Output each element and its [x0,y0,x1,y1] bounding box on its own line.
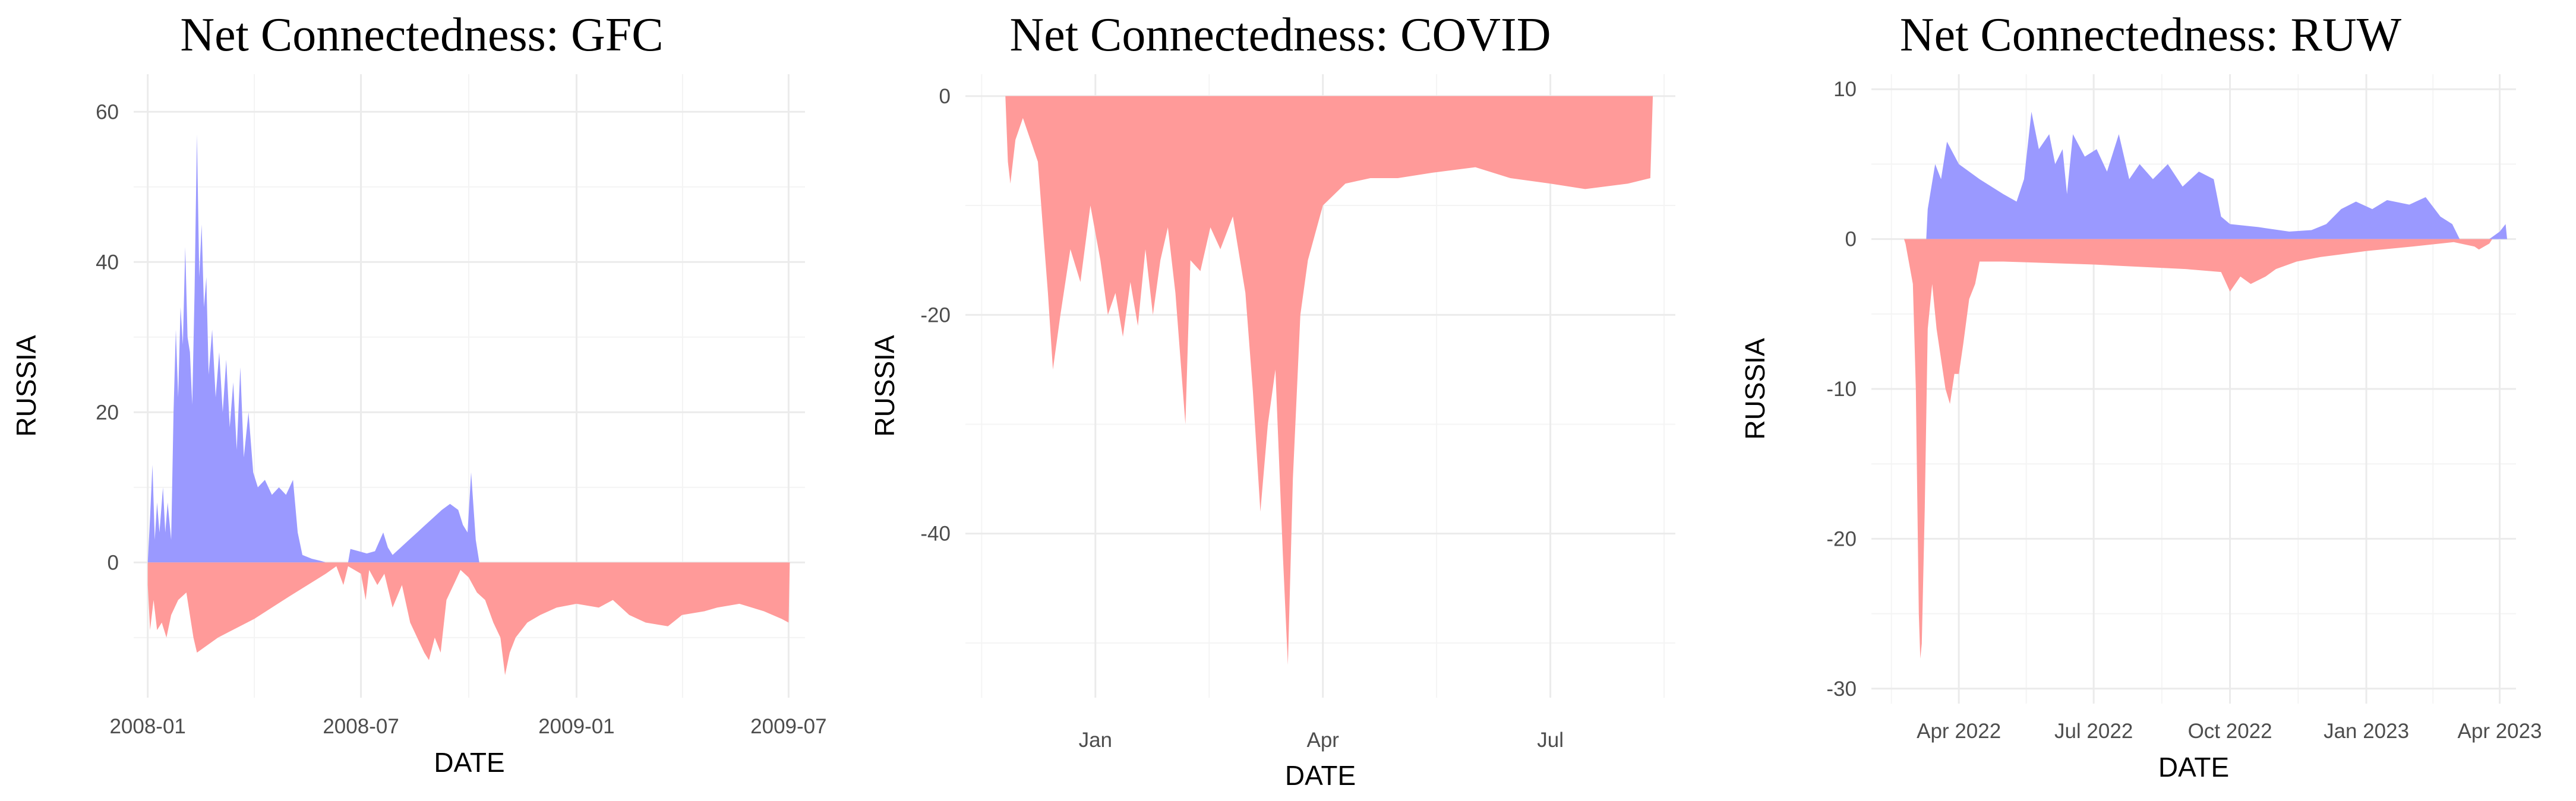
y-axis-title: RUSSIA [1740,338,1770,440]
y-tick-label: 0 [108,551,119,574]
x-tick-label: Apr 2023 [2458,720,2542,743]
y-tick-label: 20 [96,401,119,424]
x-tick-label: 2008-01 [109,715,185,738]
x-tick-label: Oct 2022 [2188,720,2272,743]
y-tick-label: 0 [1845,228,1857,251]
x-axis-title: DATE [2158,752,2229,783]
negative-area [147,562,790,675]
x-tick-label: Jul [1537,729,1564,752]
x-tick-label: Jan [1079,729,1112,752]
chart-title: Net Connectedness: GFC [180,9,663,61]
y-tick-label: -20 [1826,527,1857,550]
x-tick-label: Apr 2022 [1917,720,2001,743]
chart-panel-1: Net Connectedness: GFC 0 20 40 60 2008-01 2008… [11,9,827,778]
y-axis-title: RUSSIA [869,335,900,437]
x-axis-title: DATE [1285,760,1356,791]
y-tick-label: 10 [1833,78,1857,101]
y-tick-label: -30 [1826,677,1857,701]
y-tick-label: 0 [939,85,951,108]
y-tick-label: -10 [1826,378,1857,401]
y-tick-label: -20 [920,303,951,327]
positive-area [1926,112,2507,239]
chart-panel-3: Net Connectedness: RUW -30 -20 -10 0 10 Apr 20… [1740,9,2542,783]
y-tick-label: -40 [920,523,951,546]
y-axis-title: RUSSIA [11,335,42,437]
x-tick-label: Jan 2023 [2324,720,2409,743]
negative-area [1005,96,1653,665]
y-tick-label: 60 [96,100,119,124]
chart-title: Net Connectedness: RUW [1900,9,2402,61]
x-tick-label: Apr [1306,729,1339,752]
chart-panel-2: Net Connectedness: COVID -40 -20 0 Jan Apr Jul… [869,9,1675,791]
x-axis-title: DATE [434,747,504,778]
chart-title: Net Connectedness: COVID [1010,9,1551,61]
x-tick-label: 2009-01 [538,715,614,738]
negative-area [1903,239,2493,659]
x-tick-label: 2009-07 [750,715,826,738]
y-tick-label: 40 [96,251,119,274]
positive-area [147,134,479,563]
x-tick-label: 2008-07 [323,715,399,738]
x-tick-label: Jul 2022 [2054,720,2133,743]
